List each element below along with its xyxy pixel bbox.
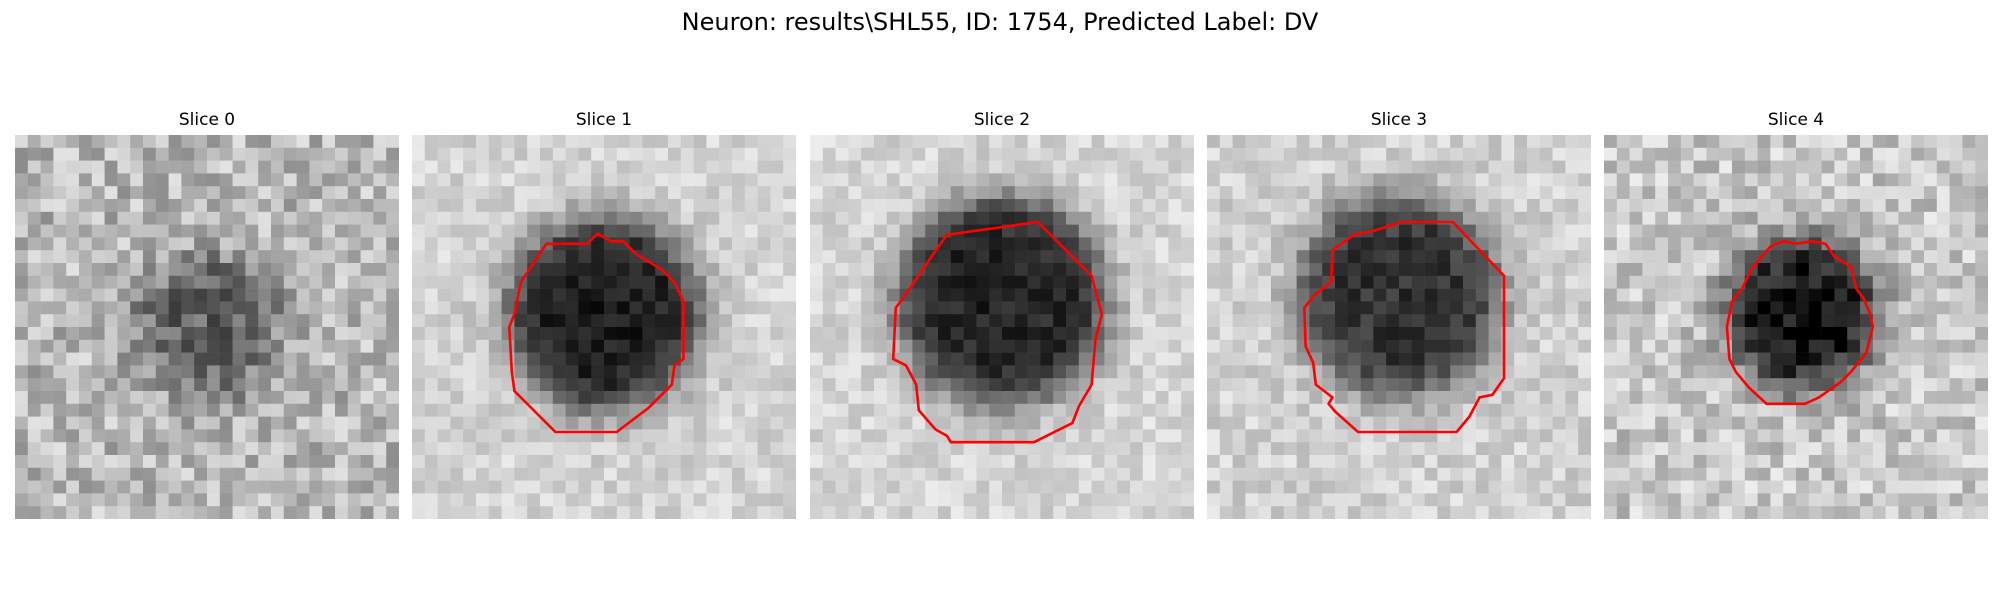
- slice-panel-1: Slice 1: [412, 108, 796, 519]
- slice-panel-3: Slice 3: [1207, 108, 1591, 519]
- slice-image-0: [15, 135, 399, 519]
- neuron-contour-1: [507, 231, 685, 434]
- slice-title-2: Slice 2: [973, 110, 1031, 130]
- pixel-grid: [1604, 135, 1988, 519]
- slice-title-3: Slice 3: [1370, 110, 1428, 130]
- figure-title: Neuron: results\SHL55, ID: 1754, Predict…: [681, 8, 1319, 36]
- slice-image-2: [810, 135, 1194, 519]
- pixel-grid: [1207, 135, 1591, 519]
- pixel-grid: [15, 135, 399, 519]
- slice-image-1: [412, 135, 796, 519]
- neuron-contour-4: [1725, 239, 1875, 406]
- slice-image-3: [1207, 135, 1591, 519]
- slice-panel-2: Slice 2: [810, 108, 1194, 519]
- slice-title-1: Slice 1: [575, 110, 633, 130]
- neuron-contour-2: [891, 220, 1104, 444]
- neuron-contour-3: [1302, 220, 1506, 434]
- slice-title-0: Slice 0: [178, 110, 236, 130]
- slice-panel-0: Slice 0: [15, 108, 399, 519]
- pixel-grid: [412, 135, 796, 519]
- slice-panel-4: Slice 4: [1604, 108, 1988, 519]
- slice-title-4: Slice 4: [1767, 110, 1825, 130]
- slice-image-4: [1604, 135, 1988, 519]
- pixel-grid: [810, 135, 1194, 519]
